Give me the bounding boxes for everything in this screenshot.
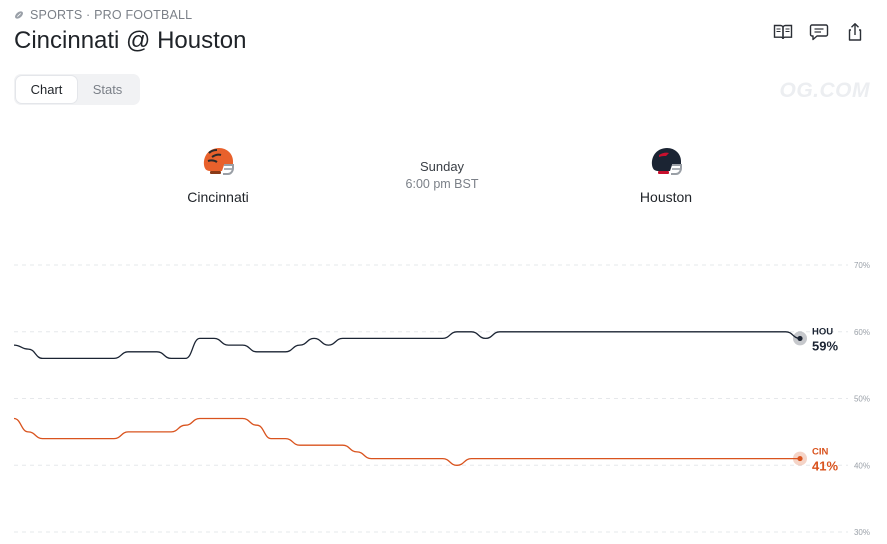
series-line-hou: [13, 331, 801, 360]
series-label-cin: CIN: [812, 447, 829, 458]
rules-book-icon: [773, 24, 793, 40]
rules-button[interactable]: [773, 22, 793, 42]
series-line-cin: [13, 417, 800, 466]
houston-helmet-icon: [651, 148, 682, 175]
share-button[interactable]: [845, 22, 865, 42]
away-team-name: Cincinnati: [187, 189, 249, 205]
comments-button[interactable]: [809, 22, 829, 42]
view-tabs: Chart Stats: [14, 74, 140, 105]
game-time: Sunday 6:00 pm BST: [382, 159, 502, 191]
game-day: Sunday: [419, 159, 465, 174]
y-tick-label: 60%: [854, 328, 870, 337]
series-value-cin: 41%: [812, 459, 838, 474]
comment-icon: [809, 24, 829, 41]
page-title: Cincinnati @ Houston: [14, 27, 247, 54]
tab-stats[interactable]: Stats: [92, 82, 123, 97]
category-line: SPORTS · PRO FOOTBALL: [14, 8, 192, 22]
football-icon: [15, 11, 23, 19]
home-team-name: Houston: [639, 189, 693, 205]
end-point-hou: [797, 335, 803, 342]
tab-chart[interactable]: Chart: [16, 76, 77, 103]
y-tick-label: 30%: [854, 528, 870, 537]
end-point-cin: [797, 455, 803, 462]
header-actions: [773, 22, 865, 42]
category-label: SPORTS · PRO FOOTBALL: [30, 8, 193, 22]
home-team[interactable]: Houston: [606, 145, 726, 205]
site-watermark: OG.COM: [779, 79, 870, 102]
y-tick-label: 40%: [854, 461, 870, 470]
series-label-hou: HOU: [812, 326, 833, 337]
y-tick-label: 50%: [854, 395, 870, 404]
series-value-hou: 59%: [812, 338, 838, 353]
away-team[interactable]: Cincinnati: [158, 145, 278, 205]
cincinnati-helmet-icon: [203, 148, 234, 175]
game-start-time: 6:00 pm BST: [405, 177, 479, 191]
y-tick-label: 70%: [854, 261, 870, 270]
share-icon: [848, 23, 862, 41]
